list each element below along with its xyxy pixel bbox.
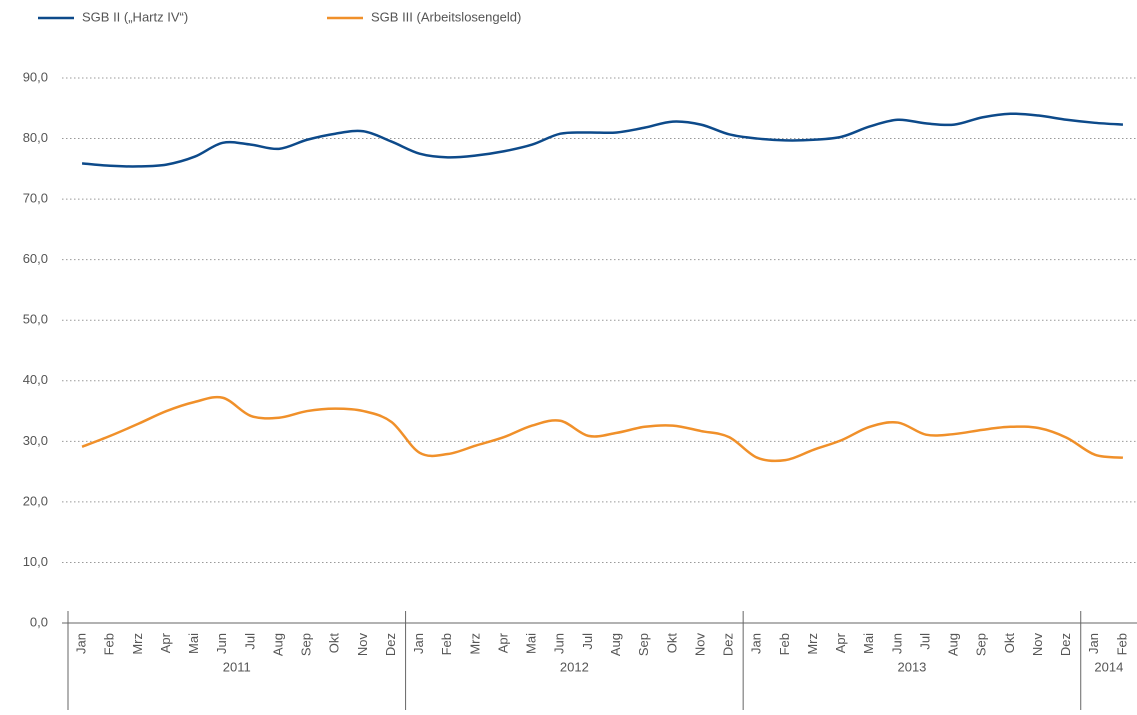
x-tick-label: Sep bbox=[636, 633, 651, 656]
x-tick-label: Okt bbox=[1002, 633, 1017, 654]
x-tick-label: Sep bbox=[974, 633, 989, 656]
x-tick-label: Mai bbox=[524, 633, 539, 654]
x-tick-label: Feb bbox=[1114, 633, 1129, 655]
x-tick-label: Apr bbox=[158, 632, 173, 653]
x-tick-label: Nov bbox=[1030, 633, 1045, 657]
x-tick-label: Feb bbox=[439, 633, 454, 655]
year-label: 2011 bbox=[223, 659, 251, 674]
x-tick-label: Dez bbox=[1058, 633, 1073, 656]
y-tick-label: 50,0 bbox=[23, 312, 48, 327]
x-tick-label: Mrz bbox=[130, 633, 145, 655]
y-tick-label: 20,0 bbox=[23, 493, 48, 508]
x-tick-label: Mrz bbox=[467, 633, 482, 655]
y-tick-label: 60,0 bbox=[23, 251, 48, 266]
legend-label: SGB II („Hartz IV“) bbox=[82, 9, 188, 24]
x-tick-label: Jan bbox=[74, 633, 89, 654]
x-tick-label: Aug bbox=[270, 633, 285, 656]
x-tick-label: Mai bbox=[186, 633, 201, 654]
x-tick-label: Sep bbox=[299, 633, 314, 656]
y-tick-label: 10,0 bbox=[23, 554, 48, 569]
year-label: 2013 bbox=[897, 659, 926, 674]
x-tick-label: Jul bbox=[242, 633, 257, 650]
year-label: 2012 bbox=[560, 659, 589, 674]
y-tick-label: 30,0 bbox=[23, 433, 48, 448]
x-tick-label: Aug bbox=[946, 633, 961, 656]
x-tick-label: Jan bbox=[1086, 633, 1101, 654]
y-tick-label: 0,0 bbox=[30, 614, 48, 629]
series-line bbox=[81, 395, 1124, 463]
x-tick-label: Apr bbox=[495, 632, 510, 653]
x-tick-label: Dez bbox=[721, 633, 736, 656]
x-tick-label: Jan bbox=[411, 633, 426, 654]
year-label: 2014 bbox=[1094, 659, 1123, 674]
series-line bbox=[81, 112, 1124, 168]
x-tick-label: Jan bbox=[749, 633, 764, 654]
x-tick-label: Mrz bbox=[805, 633, 820, 655]
x-tick-label: Jun bbox=[552, 633, 567, 654]
x-tick-label: Feb bbox=[777, 633, 792, 655]
x-tick-label: Mai bbox=[861, 633, 876, 654]
y-tick-label: 70,0 bbox=[23, 191, 48, 206]
x-tick-label: Dez bbox=[383, 633, 398, 656]
x-tick-label: Apr bbox=[833, 632, 848, 653]
y-tick-label: 90,0 bbox=[23, 69, 48, 84]
x-tick-label: Nov bbox=[692, 633, 707, 657]
x-tick-label: Feb bbox=[102, 633, 117, 655]
y-tick-label: 40,0 bbox=[23, 372, 48, 387]
y-tick-label: 80,0 bbox=[23, 130, 48, 145]
x-tick-label: Nov bbox=[355, 633, 370, 657]
x-tick-label: Jun bbox=[214, 633, 229, 654]
x-tick-label: Jul bbox=[917, 633, 932, 650]
legend-label: SGB III (Arbeitslosengeld) bbox=[371, 9, 521, 24]
x-tick-label: Jun bbox=[889, 633, 904, 654]
x-tick-label: Okt bbox=[327, 633, 342, 654]
x-tick-label: Jul bbox=[580, 633, 595, 650]
x-tick-label: Okt bbox=[664, 633, 679, 654]
x-tick-label: Aug bbox=[608, 633, 623, 656]
